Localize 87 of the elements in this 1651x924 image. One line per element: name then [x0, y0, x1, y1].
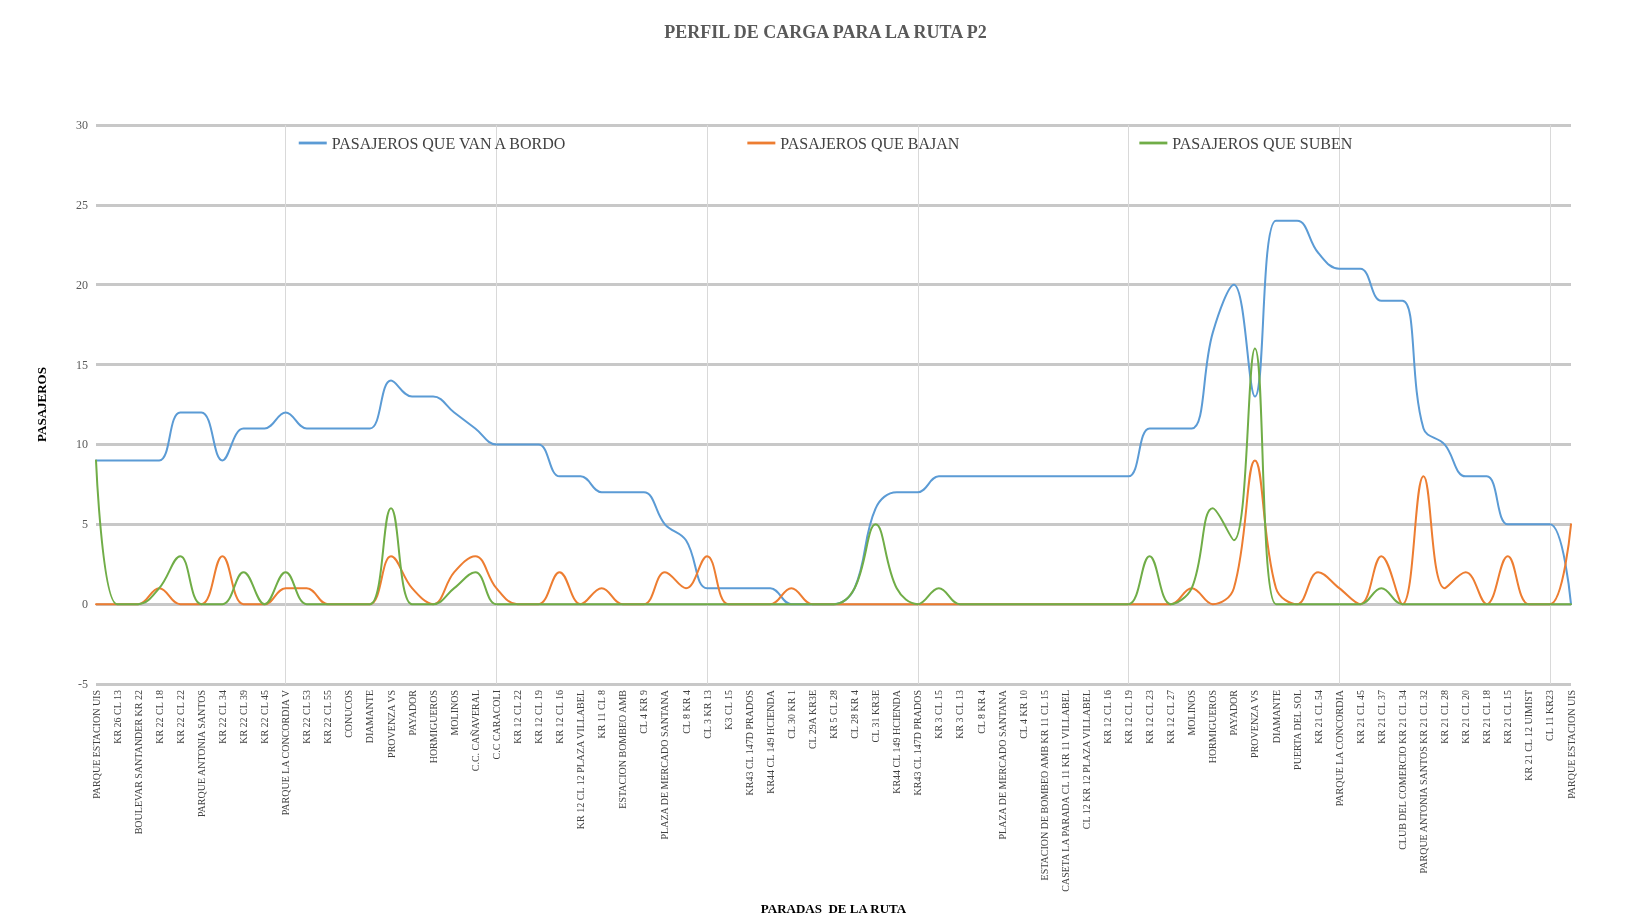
legend-label: PASAJEROS QUE BAJAN	[780, 134, 960, 152]
x-tick-label: KR 12 CL 16	[554, 690, 566, 744]
y-tick-label: -5	[78, 677, 88, 691]
chart-title: PERFIL DE CARGA PARA LA RUTA P2	[664, 22, 987, 42]
x-tick-label: CL 4 KR 9	[638, 690, 650, 734]
x-tick-label: CL 30 KR 1	[785, 690, 797, 739]
x-tick-label: PARQUE ANTONIA SANTOS KR 21 CL 32	[1418, 690, 1429, 874]
x-tick-label: KR 21 CL 37	[1375, 690, 1387, 744]
x-tick-label: CL 31 KR3E	[870, 690, 882, 743]
y-axis-title: PASAJEROS	[34, 367, 49, 442]
x-tick-label: KR 21 CL 15	[1502, 690, 1514, 744]
x-tick-label: CL 12 KR 12 PLAZA VILLABEL	[1080, 690, 1092, 830]
x-tick-label: KR 21 CL 12 UIMIST	[1523, 690, 1535, 781]
x-tick-label: KR 26 CL 13	[111, 690, 123, 744]
x-tick-label: PLAZA DE MERCADO SANTANA	[996, 689, 1008, 840]
x-tick-label: PAYADOR	[1228, 689, 1240, 736]
x-tick-label: MOLINOS	[1186, 690, 1198, 736]
x-tick-label: CASETA LA PARADA CL 11 KR 11 VILLABEL	[1059, 690, 1071, 892]
x-tick-label: KR 21 CL 54	[1312, 690, 1324, 744]
x-tick-label: MOLINOS	[448, 690, 460, 736]
x-tick-label: PROVENZA VS	[1249, 690, 1261, 758]
x-tick-label: CL 8 KR 4	[975, 690, 987, 734]
x-tick-label: KR 21 CL 28	[1439, 690, 1451, 744]
legend-label: PASAJEROS QUE SUBEN	[1172, 134, 1353, 152]
x-tick-label: PARQUE LA CONCORDIA V	[280, 689, 292, 816]
x-tick-label: KR43 CL 147D PRADOS	[743, 690, 755, 796]
x-tick-label: CL 11 KR23	[1544, 690, 1556, 741]
y-tick-label: 10	[76, 437, 88, 452]
legend-label: PASAJEROS QUE VAN A BORDO	[331, 134, 566, 152]
x-tick-label: KR 22 CL 55	[322, 690, 334, 744]
y-tick-label: 25	[76, 197, 88, 212]
x-tick-label: CLUB DEL COMERCIO KR 21 CL 34	[1396, 690, 1408, 850]
x-tick-label: KR 21 CL 18	[1481, 690, 1493, 744]
x-tick-label: KR 3 CL 15	[933, 690, 945, 739]
x-tick-label: KR 21 CL 20	[1460, 690, 1472, 744]
x-tick-label: CL 28 KR 4	[849, 690, 861, 739]
y-tick-label: 0	[82, 597, 88, 612]
x-tick-label: ESTACION BOMBEO AMB	[617, 689, 629, 809]
x-tick-label: KR 22 CL 39	[238, 690, 249, 744]
x-tick-label: C.C. CAÑAVERAL	[469, 690, 481, 772]
x-tick-label: KR 21 CL 45	[1354, 690, 1366, 744]
x-tick-label: PARQUE ESTACION UIS	[1565, 690, 1577, 799]
y-tick-label: 30	[76, 118, 88, 132]
x-tick-label: KR 5 CL 28	[828, 690, 839, 739]
x-tick-label: PLAZA DE MERCADO SANTANA	[659, 689, 671, 840]
x-tick-label: PUERTA DEL SOL	[1291, 690, 1303, 770]
x-tick-label: BOULEVAR SANTANDER KR 22	[132, 690, 144, 835]
x-tick-label: DIAMANTE	[364, 690, 376, 744]
x-tick-label: KR 12 CL 16	[1101, 690, 1113, 744]
x-tick-label: KR 12 CL 19	[1123, 690, 1134, 744]
x-tick-label: DIAMANTE	[1270, 690, 1282, 744]
line-series	[95, 219, 1572, 606]
x-axis-title: PARADAS DE LA RUTA	[760, 900, 907, 916]
x-tick-label: KR 22 CL 53	[301, 690, 313, 744]
y-tick-label: 5	[82, 517, 88, 532]
x-tick-label: KR 22 CL 18	[153, 690, 165, 744]
x-tick-label: PAYADOR	[406, 689, 418, 736]
x-tick-label: HORMIGUEROS	[427, 690, 439, 764]
x-tick-label: CL 8 KR 4	[680, 690, 692, 734]
x-tick-label: KR 22 CL 22	[174, 690, 186, 744]
line-series	[95, 347, 1572, 606]
x-tick-label: CONUCOS	[343, 690, 355, 738]
x-tick-label: CL 3 KR 13	[701, 690, 713, 739]
x-tick-label: KR 12 CL 19	[533, 690, 544, 744]
x-tick-label: KR 12 CL 27	[1165, 690, 1177, 744]
x-tick-label: KR43 CL 147D PRADOS	[912, 690, 924, 796]
x-tick-label: CL 29A KR3E	[806, 690, 818, 750]
x-tick-label: PARQUE ESTACION UIS	[90, 690, 102, 799]
x-tick-label: KR44 CL 149 HCIENDA	[891, 689, 903, 794]
x-tick-label: KR44 CL 149 HCIENDA	[764, 689, 776, 794]
x-tick-label: C.C CARACOLI	[490, 690, 502, 760]
x-tick-label: KR 22 CL 34	[216, 690, 228, 744]
x-tick-label: ESTACION DE BOMBEO AMB KR 11 CL 15	[1038, 690, 1050, 881]
x-tick-label: KR 22 CL 45	[259, 690, 271, 744]
x-tick-label: KR 11 CL 8	[596, 690, 608, 739]
x-tick-label: PROVENZA VS	[385, 690, 397, 758]
x-tick-label: KR 3 CL 13	[954, 690, 966, 739]
y-tick-label: 15	[76, 357, 88, 372]
x-tick-label: PARQUE ANTONIA SANTOS	[195, 690, 207, 818]
x-tick-label: PARQUE LA CONCORDIA	[1333, 689, 1345, 807]
x-tick-label: K3 CL 15	[722, 690, 734, 730]
x-tick-label: KR 12 CL 12 PLAZA VILLABEL	[575, 690, 587, 830]
x-tick-label: CL 4 KR 10	[1017, 690, 1029, 739]
x-tick-label: KR 12 CL 22	[511, 690, 523, 744]
x-tick-label: KR 12 CL 23	[1144, 690, 1156, 744]
y-tick-label: 20	[76, 277, 88, 292]
x-tick-label: HORMIGUEROS	[1207, 690, 1219, 764]
